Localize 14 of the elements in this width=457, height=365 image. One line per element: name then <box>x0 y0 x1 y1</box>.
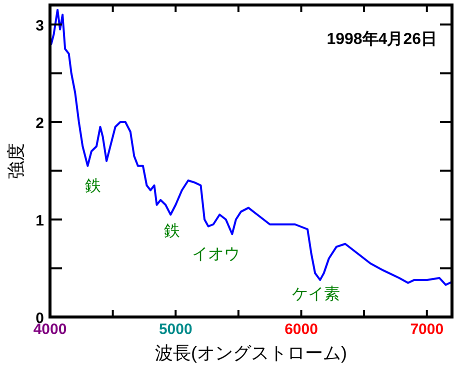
x-tick-label: 5000 <box>158 321 192 338</box>
x-tick-label: 6000 <box>284 321 318 338</box>
annotation: ケイ素 <box>292 285 340 303</box>
y-tick-label: 1 <box>36 212 44 230</box>
y-axis-title: 強度 <box>6 143 26 179</box>
x-axis-title: 波長(オングストローム) <box>155 343 347 363</box>
y-tick-label: 2 <box>36 115 44 132</box>
annotation: 鉄 <box>164 223 180 240</box>
y-tick-label: 3 <box>36 18 44 34</box>
line-series <box>50 8 453 286</box>
text: 1998年4月26日 <box>326 30 437 48</box>
annotation: 鉄 <box>85 178 101 195</box>
x-tick-label: 7000 <box>410 321 444 338</box>
annotation: イオウ <box>192 246 240 263</box>
